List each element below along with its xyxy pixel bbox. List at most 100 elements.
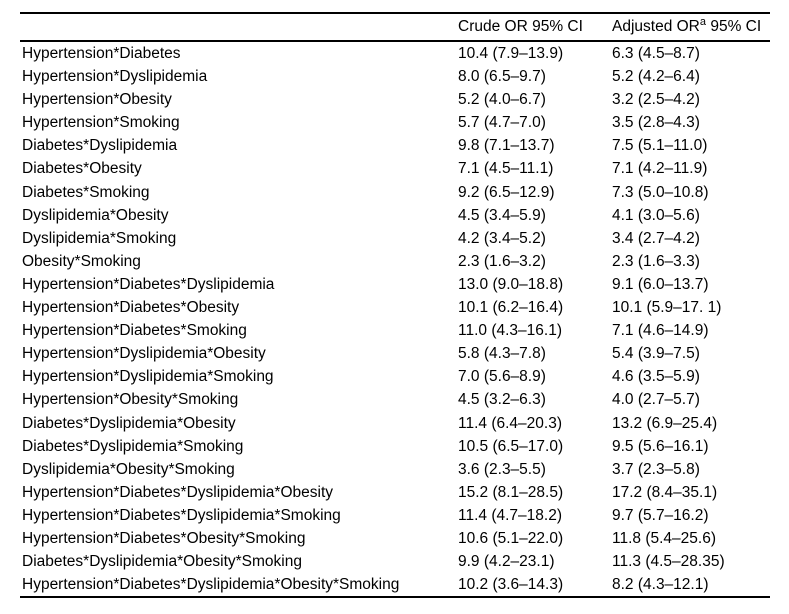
crude-or-value: 3.6 (2.3–5.5) xyxy=(458,460,546,478)
table-row: Hypertension*Diabetes*Dyslipidemia*Smoki… xyxy=(20,504,770,527)
odds-ratio-table-wrap: Crude OR 95% CI Adjusted ORa 95% CI Hype… xyxy=(20,12,770,598)
row-label: Diabetes*Obesity xyxy=(22,160,142,178)
crude-or-value: 10.2 (3.6–14.3) xyxy=(458,576,564,594)
crude-or-value: 4.2 (3.4–5.2) xyxy=(458,229,546,247)
table-row: Hypertension*Diabetes*Obesity 10.1 (6.2–1… xyxy=(20,296,770,319)
table-row: Hypertension*Dyslipidemia*Obesity 5.8 (4.… xyxy=(20,342,770,365)
adjusted-or-value: 9.7 (5.7–16.2) xyxy=(612,506,709,524)
crude-or-value: 7.0 (5.6–8.9) xyxy=(458,368,546,386)
crude-or-value: 11.4 (4.7–18.2) xyxy=(458,506,562,524)
crude-or-value: 10.6 (5.1–22.0) xyxy=(458,529,564,547)
header-adjusted-ci-text: 95% CI xyxy=(706,18,762,35)
adjusted-or-value: 8.2 (4.3–12.1) xyxy=(612,576,709,594)
table-row: Hypertension*Dyslipidemia 8.0 (6.5–9.7) 5.… xyxy=(20,65,770,88)
table-row: Diabetes*Obesity 7.1 (4.5–11.1) 7.1 (4.2–1… xyxy=(20,157,770,180)
crude-or-value: 10.5 (6.5–17.0) xyxy=(458,437,564,455)
table-row: Diabetes*Dyslipidemia*Smoking 10.5 (6.5–1… xyxy=(20,435,770,458)
table-body: Hypertension*Diabetes 10.4 (7.9–13.9) 6.3 … xyxy=(20,41,770,598)
crude-or-value: 11.4 (6.4–20.3) xyxy=(458,414,562,432)
row-label: Hypertension*Diabetes*Dyslipidemia*Obesi… xyxy=(22,483,334,501)
row-label: Diabetes*Dyslipidemia*Obesity xyxy=(22,414,236,432)
row-label: Diabetes*Dyslipidemia xyxy=(22,137,178,155)
adjusted-or-value: 10.1 (5.9–17. 1) xyxy=(612,299,722,317)
crude-or-value: 10.1 (6.2–16.4) xyxy=(458,299,564,317)
table-row: Hypertension*Obesity 5.2 (4.0–6.7) 3.2 (2.… xyxy=(20,88,770,111)
row-label: Hypertension*Diabetes*Obesity xyxy=(22,299,240,317)
crude-or-value: 11.0 (4.3–16.1) xyxy=(458,322,562,340)
adjusted-or-value: 3.7 (2.3–5.8) xyxy=(612,460,700,478)
table-row: Dyslipidemia*Smoking 4.2 (3.4–5.2) 3.4 (2.… xyxy=(20,227,770,250)
adjusted-or-value: 7.5 (5.1–11.0) xyxy=(612,137,708,155)
adjusted-or-value: 7.1 (4.2–11.9) xyxy=(612,160,708,178)
table-row: Dyslipidemia*Obesity 4.5 (3.4–5.9) 4.1 (3.… xyxy=(20,204,770,227)
table-row: Hypertension*Dyslipidemia*Smoking 7.0 (5.… xyxy=(20,365,770,388)
adjusted-or-value: 17.2 (8.4–35.1) xyxy=(612,483,718,501)
row-label: Hypertension*Diabetes xyxy=(22,45,181,62)
row-label: Hypertension*Smoking xyxy=(22,114,180,132)
header-label-column xyxy=(20,13,458,41)
table-header: Crude OR 95% CI Adjusted ORa 95% CI xyxy=(20,13,770,41)
row-label: Hypertension*Diabetes*Dyslipidemia xyxy=(22,275,275,293)
table-row: Diabetes*Smoking 9.2 (6.5–12.9) 7.3 (5.0–1… xyxy=(20,181,770,204)
table-row: Diabetes*Dyslipidemia*Obesity 11.4 (6.4–2… xyxy=(20,412,770,435)
header-row: Crude OR 95% CI Adjusted ORa 95% CI xyxy=(20,13,770,41)
row-label: Hypertension*Diabetes*Dyslipidemia*Smoki… xyxy=(22,506,341,524)
header-adjusted-or-column: Adjusted ORa 95% CI xyxy=(612,13,770,41)
row-label: Hypertension*Diabetes*Smoking xyxy=(22,322,247,340)
crude-or-value: 9.8 (7.1–13.7) xyxy=(458,137,555,155)
crude-or-value: 9.9 (4.2–23.1) xyxy=(458,553,555,571)
adjusted-or-value: 7.3 (5.0–10.8) xyxy=(612,183,709,201)
row-label: Hypertension*Obesity xyxy=(22,91,172,109)
adjusted-or-value: 3.4 (2.7–4.2) xyxy=(612,229,700,247)
adjusted-or-value: 13.2 (6.9–25.4) xyxy=(612,414,718,432)
table-row: Obesity*Smoking 2.3 (1.6–3.2) 2.3 (1.6–3.3… xyxy=(20,250,770,273)
crude-or-value: 10.4 (7.9–13.9) xyxy=(458,45,564,62)
adjusted-or-value: 3.5 (2.8–4.3) xyxy=(612,114,700,132)
crude-or-value: 8.0 (6.5–9.7) xyxy=(458,68,546,86)
row-label: Hypertension*Dyslipidemia*Obesity xyxy=(22,345,266,363)
adjusted-or-value: 6.3 (4.5–8.7) xyxy=(612,45,700,62)
crude-or-value: 15.2 (8.1–28.5) xyxy=(458,483,564,501)
row-label: Obesity*Smoking xyxy=(22,252,141,270)
table-row: Hypertension*Diabetes*Dyslipidemia*Obesi… xyxy=(20,573,770,597)
row-label: Dyslipidemia*Obesity*Smoking xyxy=(22,460,235,478)
adjusted-or-value: 5.4 (3.9–7.5) xyxy=(612,345,700,363)
adjusted-or-value: 11.3 (4.5–28.35) xyxy=(612,553,725,571)
adjusted-or-value: 3.2 (2.5–4.2) xyxy=(612,91,700,109)
header-adjusted-or-text: Adjusted OR xyxy=(612,18,700,35)
table-row: Hypertension*Diabetes*Dyslipidemia*Obesi… xyxy=(20,481,770,504)
adjusted-or-value: 7.1 (4.6–14.9) xyxy=(612,322,709,340)
row-label: Diabetes*Dyslipidemia*Obesity*Smoking xyxy=(22,553,302,571)
adjusted-or-value: 4.6 (3.5–5.9) xyxy=(612,368,700,386)
row-label: Dyslipidemia*Obesity xyxy=(22,206,169,224)
row-label: Diabetes*Dyslipidemia*Smoking xyxy=(22,437,244,455)
crude-or-value: 7.1 (4.5–11.1) xyxy=(458,160,554,178)
row-label: Hypertension*Dyslipidemia xyxy=(22,68,208,86)
crude-or-value: 5.8 (4.3–7.8) xyxy=(458,345,546,363)
adjusted-or-value: 9.1 (6.0–13.7) xyxy=(612,275,709,293)
table-row: Hypertension*Diabetes*Dyslipidemia 13.0 (… xyxy=(20,273,770,296)
table-row: Hypertension*Diabetes*Smoking 11.0 (4.3–1… xyxy=(20,319,770,342)
table-row: Hypertension*Diabetes*Obesity*Smoking 10.… xyxy=(20,527,770,550)
table-row: Diabetes*Dyslipidemia 9.8 (7.1–13.7) 7.5 (… xyxy=(20,134,770,157)
row-label: Hypertension*Diabetes*Dyslipidemia*Obesi… xyxy=(22,576,400,594)
adjusted-or-value: 11.8 (5.4–25.6) xyxy=(612,529,716,547)
adjusted-or-value: 2.3 (1.6–3.3) xyxy=(612,252,700,270)
adjusted-or-value: 9.5 (5.6–16.1) xyxy=(612,437,709,455)
header-crude-or-column: Crude OR 95% CI xyxy=(458,18,583,35)
adjusted-or-value: 4.0 (2.7–5.7) xyxy=(612,391,700,409)
row-label: Dyslipidemia*Smoking xyxy=(22,229,177,247)
row-label: Diabetes*Smoking xyxy=(22,183,150,201)
table-row: Hypertension*Smoking 5.7 (4.7–7.0) 3.5 (2.… xyxy=(20,111,770,134)
adjusted-or-value: 5.2 (4.2–6.4) xyxy=(612,68,700,86)
table-row: Hypertension*Obesity*Smoking 4.5 (3.2–6.3… xyxy=(20,388,770,411)
crude-or-value: 2.3 (1.6–3.2) xyxy=(458,252,546,270)
table-row: Dyslipidemia*Obesity*Smoking 3.6 (2.3–5.5… xyxy=(20,458,770,481)
crude-or-value: 5.7 (4.7–7.0) xyxy=(458,114,546,132)
row-label: Hypertension*Obesity*Smoking xyxy=(22,391,239,409)
table-row: Diabetes*Dyslipidemia*Obesity*Smoking 9.9… xyxy=(20,550,770,573)
row-label: Hypertension*Dyslipidemia*Smoking xyxy=(22,368,274,386)
crude-or-value: 9.2 (6.5–12.9) xyxy=(458,183,555,201)
crude-or-value: 5.2 (4.0–6.7) xyxy=(458,91,546,109)
row-label: Hypertension*Diabetes*Obesity*Smoking xyxy=(22,529,306,547)
